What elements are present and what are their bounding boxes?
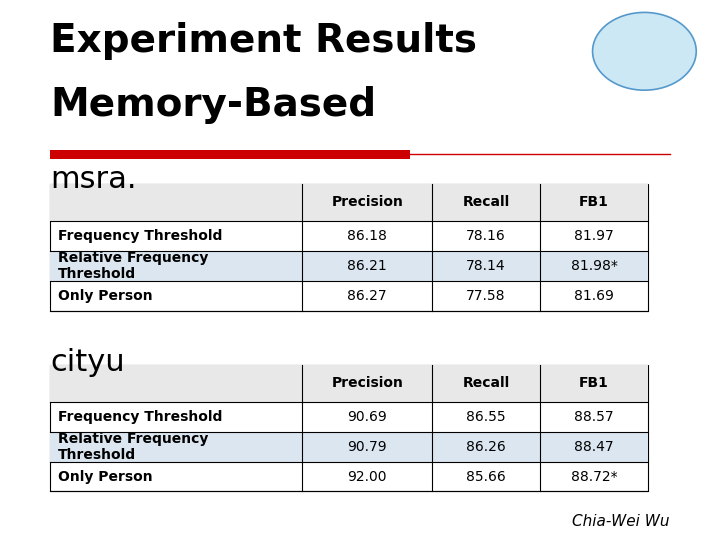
Bar <box>50 150 410 159</box>
Text: Precision: Precision <box>331 195 403 210</box>
Text: Relative Frequency
Threshold: Relative Frequency Threshold <box>58 251 208 281</box>
Text: Frequency Threshold: Frequency Threshold <box>58 410 222 424</box>
Text: 88.57: 88.57 <box>574 410 614 424</box>
Text: 78.16: 78.16 <box>466 230 506 243</box>
Text: 86.18: 86.18 <box>347 230 387 243</box>
Text: Precision: Precision <box>331 376 403 390</box>
Text: Memory-Based: Memory-Based <box>50 86 377 124</box>
Bar <box>50 251 648 281</box>
Text: 86.21: 86.21 <box>347 259 387 273</box>
Bar <box>50 184 648 221</box>
Text: msra.: msra. <box>50 165 137 194</box>
Bar <box>50 364 648 491</box>
Text: Chia-Wei Wu: Chia-Wei Wu <box>572 514 670 529</box>
Text: 92.00: 92.00 <box>348 470 387 483</box>
Text: 86.55: 86.55 <box>466 410 506 424</box>
Text: Recall: Recall <box>462 195 510 210</box>
Text: FB1: FB1 <box>579 376 609 390</box>
Text: 86.27: 86.27 <box>347 289 387 302</box>
Text: 90.79: 90.79 <box>347 440 387 454</box>
Text: Experiment Results: Experiment Results <box>50 22 477 59</box>
Text: Only Person: Only Person <box>58 470 152 483</box>
Text: Only Person: Only Person <box>58 289 152 302</box>
Text: Relative Frequency
Threshold: Relative Frequency Threshold <box>58 432 208 462</box>
Text: 81.97: 81.97 <box>574 230 614 243</box>
Text: 85.66: 85.66 <box>466 470 506 483</box>
Text: 88.72*: 88.72* <box>571 470 617 483</box>
Text: 90.69: 90.69 <box>347 410 387 424</box>
Text: 86.26: 86.26 <box>466 440 506 454</box>
Bar <box>50 184 648 310</box>
Text: 88.47: 88.47 <box>574 440 614 454</box>
Text: 77.58: 77.58 <box>467 289 505 302</box>
Text: 78.14: 78.14 <box>466 259 506 273</box>
Text: FB1: FB1 <box>579 195 609 210</box>
Text: cityu: cityu <box>50 348 125 377</box>
Text: Frequency Threshold: Frequency Threshold <box>58 230 222 243</box>
Text: Recall: Recall <box>462 376 510 390</box>
Circle shape <box>593 12 696 90</box>
Text: 81.98*: 81.98* <box>570 259 618 273</box>
Bar <box>50 432 648 462</box>
Bar <box>50 364 648 402</box>
Text: 81.69: 81.69 <box>574 289 614 302</box>
